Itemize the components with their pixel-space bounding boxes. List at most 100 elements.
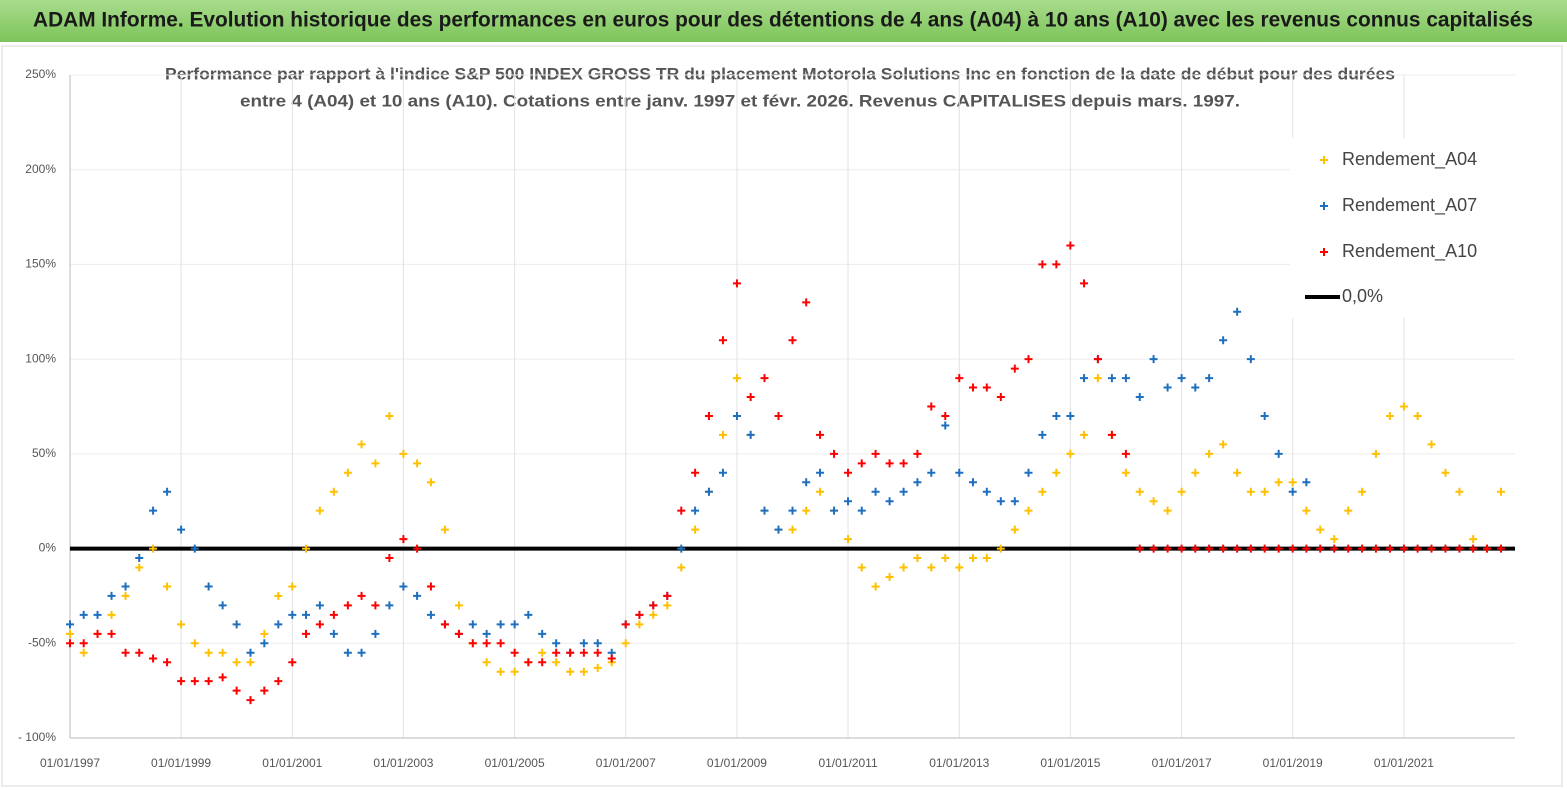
- point: [968, 554, 977, 563]
- point: [579, 639, 588, 648]
- point: [996, 544, 1005, 553]
- point: [704, 487, 713, 496]
- point: [857, 459, 866, 468]
- point: [1205, 544, 1214, 553]
- point: [1135, 544, 1144, 553]
- point: [885, 572, 894, 581]
- point: [343, 601, 352, 610]
- point: [218, 673, 227, 682]
- point: [552, 648, 561, 657]
- point: [385, 411, 394, 420]
- point: [232, 620, 241, 629]
- point: [1330, 535, 1339, 544]
- point: [315, 620, 324, 629]
- point: [232, 686, 241, 695]
- point: [454, 629, 463, 638]
- point: [399, 449, 408, 458]
- point: [1080, 374, 1089, 383]
- x-tick-label: 01/01/2003: [373, 756, 433, 770]
- point: [760, 506, 769, 515]
- point: [1038, 487, 1047, 496]
- point: [329, 487, 338, 496]
- legend-box: [1290, 138, 1545, 318]
- point: [1191, 383, 1200, 392]
- point: [788, 506, 797, 515]
- point: [871, 582, 880, 591]
- point: [927, 402, 936, 411]
- point: [732, 279, 741, 288]
- point: [968, 383, 977, 392]
- point: [1052, 411, 1061, 420]
- x-tick-label: 01/01/2007: [596, 756, 656, 770]
- point: [1052, 260, 1061, 269]
- point: [844, 497, 853, 506]
- point: [635, 620, 644, 629]
- point: [246, 648, 255, 657]
- point: [941, 411, 950, 420]
- point: [593, 648, 602, 657]
- point: [288, 582, 297, 591]
- point: [1149, 544, 1158, 553]
- point: [121, 591, 130, 600]
- point: [677, 563, 686, 572]
- point: [1010, 525, 1019, 534]
- point: [1288, 487, 1297, 496]
- point: [844, 468, 853, 477]
- point: [1288, 544, 1297, 553]
- point: [1233, 307, 1242, 316]
- point: [982, 487, 991, 496]
- point: [246, 696, 255, 705]
- point: [302, 610, 311, 619]
- point: [691, 525, 700, 534]
- point: [552, 639, 561, 648]
- point: [454, 601, 463, 610]
- point: [774, 525, 783, 534]
- point: [982, 383, 991, 392]
- chart-title: Performance par rapport à l'indice S&P 5…: [165, 64, 1395, 83]
- x-tick-label: 01/01/2009: [707, 756, 767, 770]
- point: [440, 620, 449, 629]
- point: [1191, 468, 1200, 477]
- point: [1330, 544, 1339, 553]
- point: [1344, 506, 1353, 515]
- point: [121, 648, 130, 657]
- point: [760, 374, 769, 383]
- point: [274, 591, 283, 600]
- point: [204, 582, 213, 591]
- point: [177, 620, 186, 629]
- point: [1274, 478, 1283, 487]
- point: [1455, 544, 1464, 553]
- point: [1121, 374, 1130, 383]
- point: [844, 535, 853, 544]
- point: [691, 506, 700, 515]
- point: [1441, 544, 1450, 553]
- point: [830, 506, 839, 515]
- point: [1483, 544, 1491, 553]
- point: [718, 468, 727, 477]
- x-tick-label: 01/01/2005: [485, 756, 545, 770]
- point: [1497, 544, 1505, 553]
- point: [746, 393, 755, 402]
- point: [93, 610, 102, 619]
- point: [1358, 487, 1367, 496]
- point: [218, 648, 227, 657]
- point: [315, 601, 324, 610]
- point: [718, 336, 727, 345]
- point: [996, 393, 1005, 402]
- point: [1288, 478, 1297, 487]
- point: [79, 648, 88, 657]
- point: [1038, 260, 1047, 269]
- point: [857, 506, 866, 515]
- point: [357, 440, 366, 449]
- point: [621, 639, 630, 648]
- point: [177, 677, 186, 686]
- point: [288, 658, 297, 667]
- point: [1149, 355, 1158, 364]
- point: [1135, 487, 1144, 496]
- point: [538, 629, 547, 638]
- point: [899, 563, 908, 572]
- point: [1316, 544, 1325, 553]
- point: [1010, 497, 1019, 506]
- point: [1469, 544, 1478, 553]
